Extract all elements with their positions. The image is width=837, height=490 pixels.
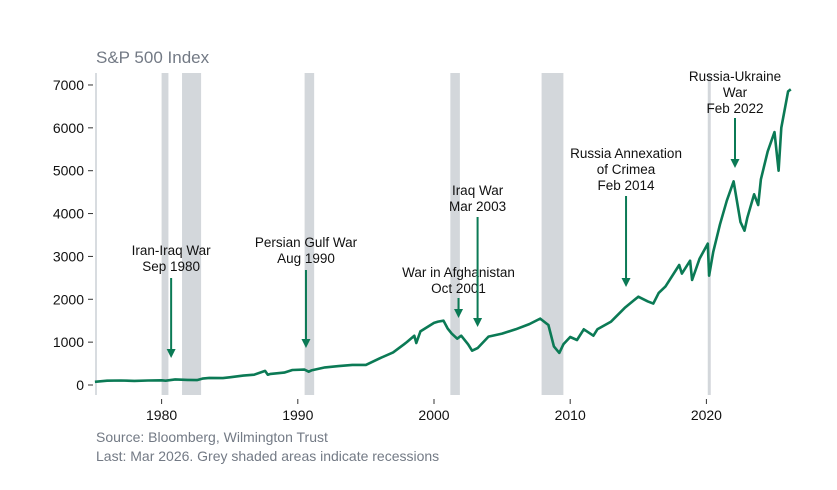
recession-band xyxy=(182,73,202,395)
y-tick-label: 0 xyxy=(76,377,84,393)
y-tick-label: 6000 xyxy=(53,120,84,136)
recession-band xyxy=(450,73,460,395)
arrowhead-icon xyxy=(473,318,483,327)
annotation-label: Feb 2022 xyxy=(706,101,763,116)
sp500-line xyxy=(94,88,792,384)
chart-title: S&P 500 Index xyxy=(96,48,210,67)
annotation-label: Russia-Ukraine xyxy=(689,69,781,84)
annotation-label: Iraq War xyxy=(452,183,504,198)
source-note: Source: Bloomberg, Wilmington Trust xyxy=(96,429,328,445)
annotation-label: Oct 2001 xyxy=(431,281,486,296)
x-tick-label: 2020 xyxy=(691,407,722,423)
recession-band xyxy=(161,73,169,395)
annotation-label: Persian Gulf War xyxy=(255,235,358,250)
annotation-label: Feb 2014 xyxy=(598,178,656,193)
annotation-label: Iran-Iraq War xyxy=(132,243,212,258)
y-tick-label: 1000 xyxy=(53,334,84,350)
arrowhead-icon xyxy=(621,278,631,287)
y-tick-label: 4000 xyxy=(53,206,84,222)
x-tick-label: 1980 xyxy=(146,407,177,423)
recession-band xyxy=(541,73,564,395)
arrowhead-icon xyxy=(166,349,176,358)
recession-band xyxy=(707,73,711,395)
arrowhead-icon xyxy=(730,159,740,168)
arrowhead-icon xyxy=(454,309,464,318)
series-layer xyxy=(94,88,792,384)
annotation-label: War in Afghanistan xyxy=(402,265,515,280)
recession-bands xyxy=(161,73,711,395)
x-tick-label: 2010 xyxy=(555,407,586,423)
x-tick-label: 1990 xyxy=(282,407,313,423)
axes: 0 1000 2000 3000 4000 5000 6000 7000 1980 1990 200… xyxy=(53,73,722,423)
y-tick-label: 2000 xyxy=(53,291,84,307)
arrowhead-icon xyxy=(301,339,311,348)
annotation-label: Sep 1980 xyxy=(142,259,200,274)
x-tick-label: 2000 xyxy=(418,407,449,423)
y-tick-label: 7000 xyxy=(53,77,84,93)
annotation-label: War xyxy=(723,85,748,100)
annotation-label: Mar 2003 xyxy=(449,199,506,214)
footnote: Last: Mar 2026. Grey shaded areas indica… xyxy=(96,448,439,464)
y-tick-label: 3000 xyxy=(53,248,84,264)
y-tick-label: 5000 xyxy=(53,163,84,179)
annotation-label: of Crimea xyxy=(597,162,656,177)
annotation-label: Russia Annexation xyxy=(570,146,682,161)
annotation-label: Aug 1990 xyxy=(277,251,335,266)
recession-band xyxy=(304,73,315,395)
